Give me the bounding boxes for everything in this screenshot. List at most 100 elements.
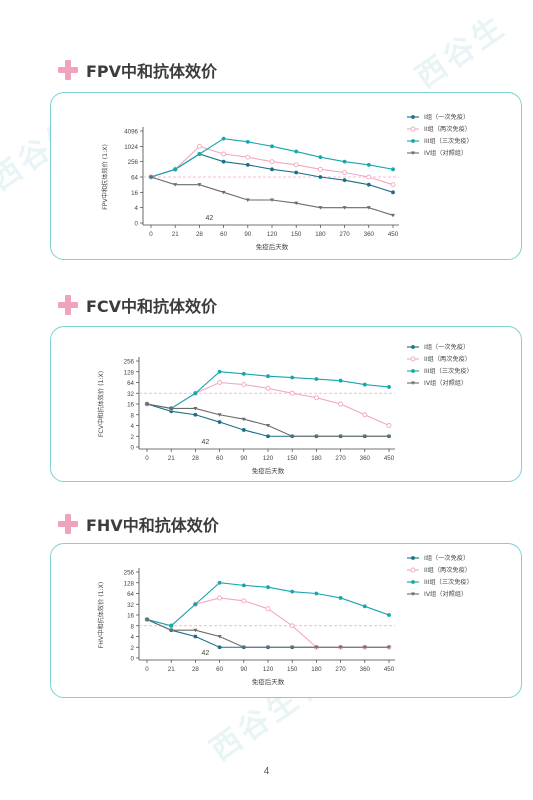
y-tick-label: 16 (131, 190, 138, 197)
data-point (169, 406, 174, 411)
y-tick-label: 16 (127, 402, 134, 409)
data-point (387, 385, 391, 389)
y-axis-label: FPV中和抗体效价 (1:X) (101, 144, 109, 210)
data-point (362, 604, 367, 609)
data-point (145, 402, 149, 406)
data-point (338, 596, 343, 600)
data-point (217, 420, 222, 424)
data-point (338, 401, 344, 407)
y-tick-label: 64 (127, 380, 134, 387)
data-point (290, 375, 295, 380)
legend-marker (411, 592, 415, 596)
data-point (266, 374, 270, 379)
data-point (342, 159, 347, 164)
chart-panel-fpv: 0 4 16 64 256 1024 4096 0 21 28 60 90 120 150 180 270 36… (50, 92, 522, 260)
x-tick-label: 28 (192, 666, 199, 673)
data-point (241, 598, 247, 604)
data-point (290, 589, 295, 594)
y-tick-label: 8 (131, 623, 135, 630)
data-point (362, 412, 368, 418)
data-point (241, 371, 246, 376)
legend-marker (411, 556, 415, 560)
data-point (217, 595, 223, 601)
data-point (197, 183, 202, 187)
data-point (294, 149, 299, 154)
data-point (221, 159, 226, 164)
legend-marker (411, 580, 415, 584)
data-point (193, 406, 198, 411)
data-point (197, 152, 202, 156)
x-tick-label: 150 (287, 455, 298, 462)
legend-marker (410, 567, 416, 573)
data-point (390, 182, 396, 188)
data-point (173, 183, 178, 187)
y-axis-label: FCV中和抗体效价 (1:X) (97, 371, 105, 437)
chart-svg: 0 2 4 8 16 32 64 128 256 0 21 28 60 90 120 150 180 270 360… (97, 554, 473, 686)
legend-entry: IV组（对照组） (424, 379, 467, 387)
x-tick-label: 270 (339, 231, 350, 238)
data-point (362, 382, 367, 387)
legend-marker (410, 126, 416, 132)
y-tick-label: 4 (135, 205, 139, 212)
x-tick-label: 270 (335, 455, 346, 462)
y-tick-label: 256 (124, 570, 135, 577)
x-tick-label: 450 (388, 231, 399, 238)
data-point (391, 213, 395, 218)
data-point (290, 645, 295, 650)
chart-panel-fhv: 0 2 4 8 16 32 64 128 256 0 21 28 60 90 120 150 180 270 360… (50, 543, 522, 698)
data-point (366, 174, 372, 180)
x-tick-label: 21 (168, 455, 175, 462)
x-tick-label: 90 (240, 455, 247, 462)
chart-title: FPV中和抗体效价 (86, 62, 218, 81)
legend-marker (411, 151, 415, 155)
data-point (266, 585, 270, 590)
data-point (294, 201, 299, 206)
data-point (387, 645, 391, 650)
y-tick-label: 256 (128, 159, 139, 166)
x-tick-label: 180 (311, 455, 322, 462)
data-point (169, 623, 174, 628)
chart-title: FHV中和抗体效价 (86, 516, 219, 535)
data-point (241, 645, 246, 650)
data-point (342, 170, 348, 175)
y-tick-label: 4096 (124, 129, 138, 136)
section-title-fcv: FCV中和抗体效价 (58, 293, 217, 317)
legend-entry: I组（一次免疫） (424, 343, 469, 351)
chart-panel-fcv: 0 2 4 8 16 32 64 128 256 0 21 28 60 90 120 150 180 270 360… (50, 326, 522, 482)
data-point (269, 159, 275, 165)
x-tick-label: 0 (149, 231, 153, 238)
data-point (391, 190, 395, 195)
x-tick-label: 90 (244, 231, 251, 238)
series-line (146, 618, 389, 648)
data-point (245, 139, 250, 144)
data-point (342, 206, 347, 210)
data-point (241, 428, 246, 432)
series-line (146, 597, 389, 648)
x-tick-label: 450 (384, 455, 395, 462)
data-point (196, 143, 202, 149)
chart-svg: 0 2 4 8 16 32 64 128 256 0 21 28 60 90 120 150 180 270 360… (97, 343, 473, 475)
legend-entry: II组（两次免疫） (424, 566, 471, 574)
data-point (149, 175, 153, 179)
data-point (217, 369, 222, 374)
data-point (318, 206, 323, 210)
data-point (317, 166, 323, 172)
legend-marker (411, 381, 415, 385)
data-point (193, 634, 198, 639)
data-point (241, 417, 246, 422)
y-tick-label: 4 (131, 423, 135, 430)
x-axis-label: 免疫后天数 (252, 677, 285, 686)
series-line (146, 582, 390, 627)
y-tick-label: 2 (131, 434, 135, 441)
legend-marker (411, 115, 415, 119)
data-point (366, 206, 371, 210)
data-point (241, 583, 246, 588)
data-point (318, 175, 323, 179)
data-point (270, 167, 274, 172)
annotation-label: 42 (202, 650, 210, 657)
x-tick-label: 180 (315, 231, 326, 238)
y-tick-label: 128 (124, 580, 135, 587)
data-point (173, 167, 178, 172)
data-point (266, 434, 270, 439)
data-point (386, 423, 392, 428)
